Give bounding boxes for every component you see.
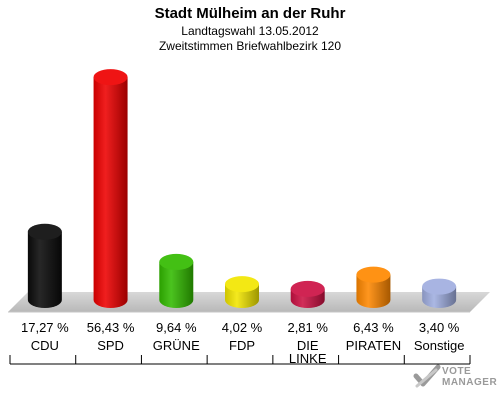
- category-label: CDU: [31, 338, 59, 353]
- value-label: 3,40 %: [419, 320, 460, 335]
- value-label: 56,43 %: [87, 320, 135, 335]
- bar-body: [159, 261, 194, 308]
- category-label: GRÜNE: [153, 338, 200, 353]
- bar-top-cap: [422, 278, 457, 295]
- bar-top-cap: [93, 69, 128, 86]
- bar-body: [93, 77, 128, 308]
- value-label: 17,27 %: [21, 320, 69, 335]
- bar-piraten: [356, 266, 391, 308]
- value-label: 9,64 %: [156, 320, 197, 335]
- labels-group: 17,27 % 56,43 % 9,64 % 4,02 % 2,81 % 6,43 % 3,…: [21, 320, 460, 335]
- bar-top-cap: [356, 266, 391, 283]
- chart-subtitle-election: Landtagswahl 13.05.2012: [181, 24, 319, 38]
- chart-header: Stadt Mülheim an der Ruhr Landtagswahl 1…: [0, 0, 500, 54]
- bar-fdp: [225, 276, 259, 308]
- chart-subtitle-district: Zweitstimmen Briefwahlbezirk 120: [158, 39, 342, 53]
- checkmark-logo-icon: [413, 364, 441, 388]
- logo-text-vote: VOTE: [442, 366, 472, 377]
- bar-top-cap: [225, 276, 259, 293]
- bar-spd: [93, 69, 128, 308]
- bar-top-cap: [159, 253, 194, 270]
- category-label: PIRATEN: [346, 338, 401, 353]
- bar-sonstige: [422, 278, 457, 308]
- bar-cdu: [27, 223, 62, 308]
- category-label: SPD: [97, 338, 124, 353]
- category-label: DIE: [297, 338, 319, 353]
- value-label: 4,02 %: [222, 320, 263, 335]
- bars-group: [27, 69, 457, 308]
- category-label: LINKE: [289, 351, 327, 366]
- bar-body: [356, 274, 391, 308]
- category-label: FDP: [229, 338, 255, 353]
- logo-text-manager: MANAGER: [442, 377, 498, 388]
- category-label: Sonstige: [414, 338, 465, 353]
- bar-body: [27, 231, 62, 308]
- value-label: 6,43 %: [353, 320, 394, 335]
- vote-manager-logo: VOTE MANAGER: [412, 362, 497, 394]
- bar-grüne: [159, 253, 194, 308]
- bar-top-cap: [290, 280, 325, 297]
- bar-top-cap: [27, 223, 62, 240]
- bar-die-linke: [290, 280, 325, 308]
- chart-title: Stadt Mülheim an der Ruhr: [154, 5, 346, 22]
- value-label: 2,81 %: [287, 320, 328, 335]
